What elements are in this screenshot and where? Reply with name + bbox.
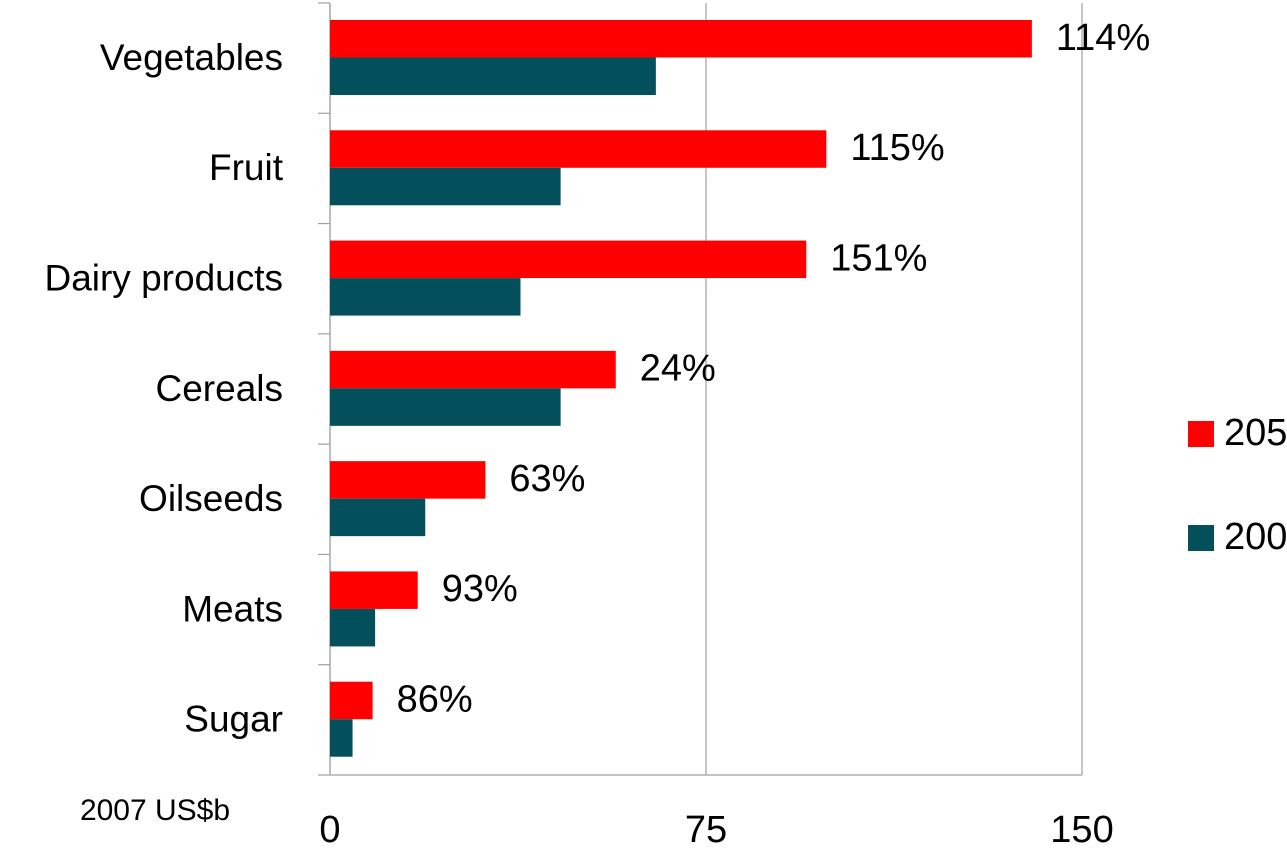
annotation: 93% — [442, 568, 518, 610]
bar — [330, 57, 656, 95]
y-tick-label: Sugar — [184, 699, 283, 740]
bar — [330, 608, 376, 647]
bar — [330, 461, 486, 499]
y-tick-label: Fruit — [209, 147, 284, 188]
bar — [330, 388, 561, 426]
bar — [330, 719, 353, 757]
bar — [330, 278, 521, 316]
annotation: 151% — [830, 237, 927, 279]
y-tick-label: Vegetables — [100, 37, 283, 78]
y-tick-label: Dairy products — [44, 257, 283, 298]
x-tick-label: 0 — [319, 809, 340, 851]
legend-swatch — [1188, 525, 1214, 551]
x-tick-label: 75 — [685, 809, 727, 851]
legend-label: 2007 — [1224, 516, 1287, 558]
bar — [330, 350, 616, 389]
annotation: 63% — [509, 458, 585, 500]
x-tick-label: 150 — [1050, 809, 1113, 851]
annotation: 86% — [397, 678, 473, 720]
annotation: 24% — [640, 348, 716, 390]
bar — [330, 20, 1032, 58]
legend-label: 2050 — [1224, 412, 1287, 454]
x-axis-label: 2007 US$b — [80, 794, 230, 827]
bar — [330, 571, 418, 609]
y-tick-label: Cereals — [156, 368, 284, 409]
bar — [330, 240, 807, 279]
bar — [330, 167, 561, 206]
bar — [330, 498, 426, 537]
legend-swatch — [1188, 421, 1214, 447]
bar — [330, 681, 373, 720]
y-tick-label: Oilseeds — [139, 478, 283, 519]
annotation: 114% — [1056, 17, 1150, 59]
bar — [330, 130, 827, 168]
annotation: 115% — [850, 127, 944, 169]
y-tick-label: Meats — [182, 588, 283, 629]
